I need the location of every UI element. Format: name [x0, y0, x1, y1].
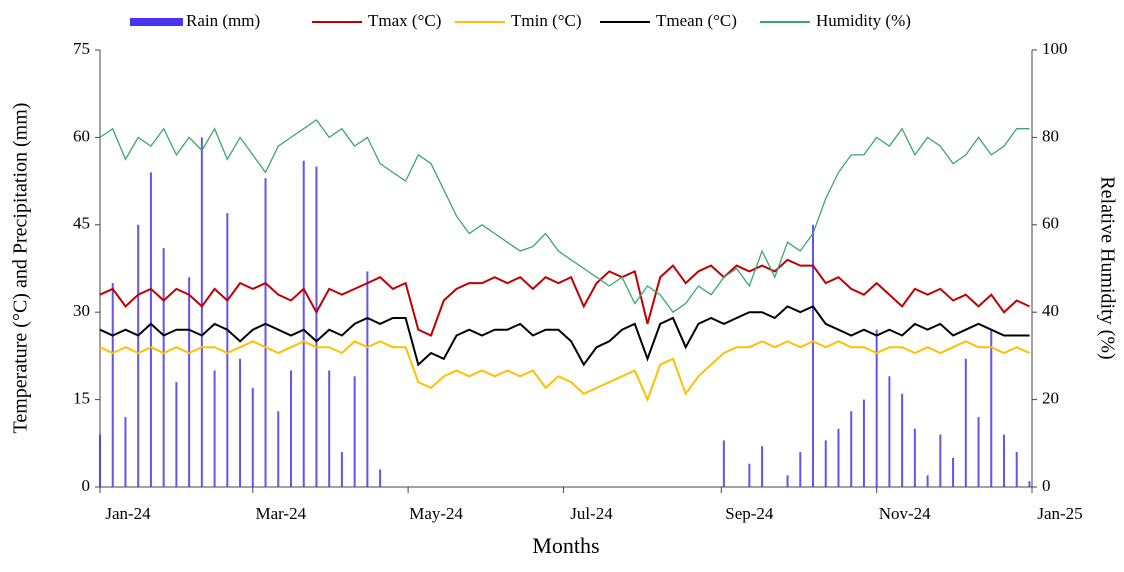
- x-tick-label: Nov-24: [879, 504, 931, 523]
- y-tick-label: 15: [73, 389, 90, 408]
- x-tick-label: Mar-24: [255, 504, 306, 523]
- y2-tick-label: 20: [1042, 389, 1059, 408]
- rain-bar: [251, 387, 254, 487]
- rain-bar: [162, 248, 165, 487]
- series-line: [99, 340, 1030, 403]
- rain-bar: [901, 393, 904, 487]
- rain-bar: [99, 434, 101, 487]
- rain-bar: [149, 172, 152, 488]
- rain-bar: [888, 376, 891, 487]
- rain-bar: [200, 137, 203, 487]
- rain-bar: [1015, 452, 1018, 487]
- x-tick-label: Jan-24: [105, 504, 151, 523]
- y-tick-label: 30: [73, 301, 90, 320]
- rain-bar: [1002, 434, 1005, 487]
- rain-bar: [175, 382, 178, 487]
- rain-bar: [277, 411, 280, 487]
- rain-bar: [353, 376, 356, 487]
- rain-bar: [812, 224, 815, 488]
- y-axis-title: Temperature (°C) and Precipitation (mm): [10, 103, 32, 434]
- x-tick-label: Sep-24: [725, 504, 774, 523]
- rain-bar: [111, 283, 114, 487]
- rain-bar: [264, 178, 267, 488]
- y-tick-label: 75: [73, 39, 90, 58]
- rain-bar: [964, 358, 967, 487]
- rain-bar: [799, 452, 802, 487]
- legend-label: Tmin (°C): [511, 11, 582, 30]
- rain-bar: [379, 469, 382, 487]
- rain-bar: [786, 475, 789, 487]
- rain-bar: [990, 329, 993, 487]
- x-tick-label: Jan-25: [1037, 504, 1082, 523]
- rain-bar: [761, 446, 764, 487]
- y2-tick-label: 100: [1042, 39, 1068, 58]
- series-line: [99, 119, 1030, 314]
- x-tick-label: May-24: [409, 504, 463, 523]
- legend-label: Tmax (°C): [368, 11, 441, 30]
- series-line: [99, 305, 1030, 367]
- rain-bar: [289, 370, 292, 487]
- rain-bar: [302, 160, 305, 487]
- rain-bar: [913, 428, 916, 487]
- rain-bar: [315, 166, 318, 488]
- rain-bar: [837, 428, 840, 487]
- rain-bar: [188, 277, 191, 487]
- rain-bar: [213, 370, 216, 487]
- y2-tick-label: 40: [1042, 301, 1059, 320]
- rain-bar: [977, 417, 980, 487]
- x-axis-title: Months: [532, 533, 599, 558]
- y-tick-label: 45: [73, 214, 90, 233]
- rain-bar: [850, 411, 853, 487]
- y-tick-label: 0: [82, 476, 91, 495]
- rain-bar: [366, 271, 369, 487]
- y2-tick-label: 60: [1042, 214, 1059, 233]
- rain-bar: [1028, 481, 1031, 487]
- rain-bar: [862, 399, 865, 487]
- legend-swatch: [130, 18, 183, 26]
- legend-label: Tmean (°C): [656, 11, 737, 30]
- rain-bar: [124, 417, 127, 487]
- rain-bar: [939, 434, 942, 487]
- legend-label: Rain (mm): [186, 11, 260, 30]
- y2-tick-label: 80: [1042, 126, 1059, 145]
- rain-bar: [926, 475, 929, 487]
- rain-bar: [722, 440, 725, 487]
- rain-bar: [748, 463, 751, 487]
- rain-bar: [340, 452, 343, 487]
- legend-label: Humidity (%): [816, 11, 911, 30]
- x-tick-label: Jul-24: [570, 504, 613, 523]
- series-line: [99, 258, 1030, 337]
- rain-bar: [875, 329, 878, 487]
- rain-bar: [226, 213, 229, 487]
- rain-bar: [137, 224, 140, 488]
- y2-tick-label: 0: [1042, 476, 1051, 495]
- rain-bar: [952, 457, 955, 487]
- y-tick-label: 60: [73, 126, 90, 145]
- rain-bar: [239, 358, 242, 487]
- rain-bar: [328, 370, 331, 487]
- rain-bar: [824, 440, 827, 487]
- y2-axis-title: Relative Humidity (%): [1096, 176, 1118, 359]
